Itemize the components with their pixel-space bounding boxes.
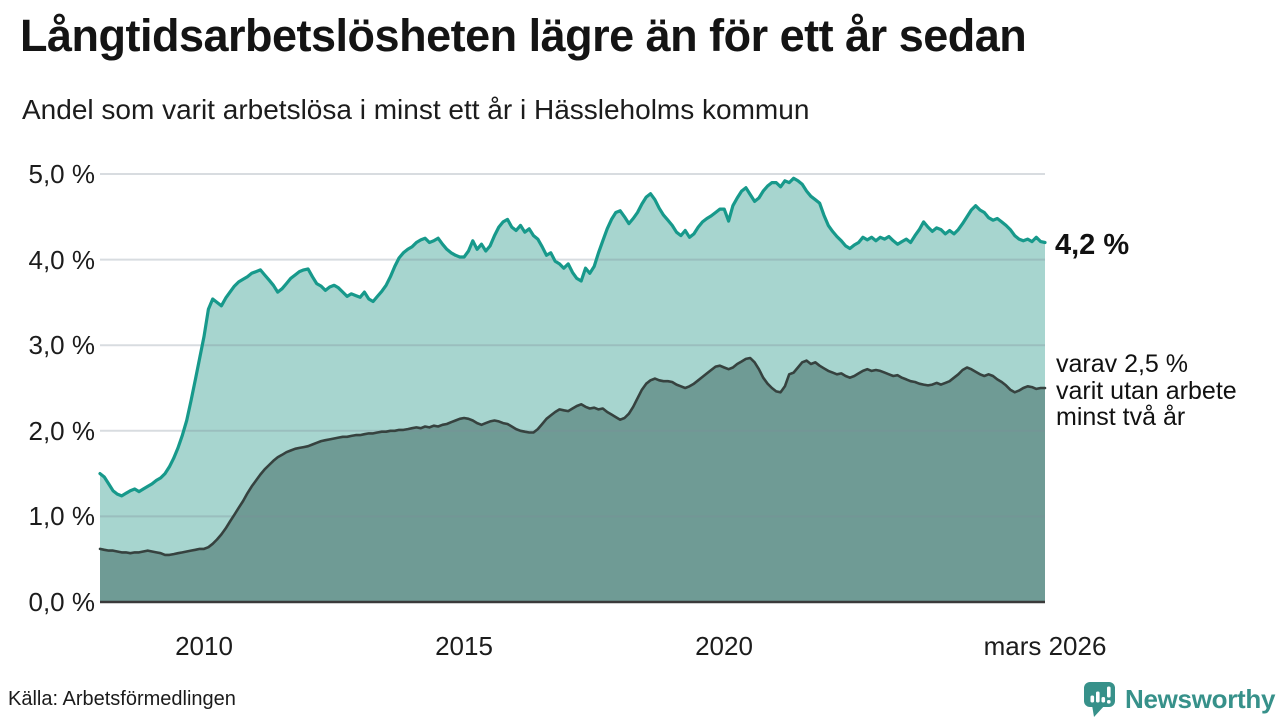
x-tick-label: 2015 <box>435 631 493 661</box>
y-tick-label: 0,0 % <box>28 587 96 617</box>
source-note: Källa: Arbetsförmedlingen <box>8 688 236 710</box>
newsworthy-logo: Newsworthy <box>1083 681 1275 718</box>
y-tick-label: 1,0 % <box>28 501 96 531</box>
y-tick-label: 5,0 % <box>28 159 96 189</box>
y-tick-label: 3,0 % <box>28 330 96 360</box>
series-line-1 <box>98 356 1047 557</box>
page-subtitle: Andel som varit arbetslösa i minst ett å… <box>22 94 810 125</box>
newsworthy-logo-text: Newsworthy <box>1125 684 1276 714</box>
annotation-latest-total: 4,2 % <box>1055 229 1130 261</box>
annotation-latest-two-years: varav 2,5 % varit utan arbete minst två … <box>1056 350 1237 431</box>
newsworthy-logo-icon <box>1084 682 1115 717</box>
series-area-1 <box>100 358 1045 602</box>
y-tick-label: 2,0 % <box>28 416 96 446</box>
x-tick-label: 2020 <box>695 631 753 661</box>
x-tick-label: 2010 <box>175 631 233 661</box>
series-line-0 <box>98 176 1047 498</box>
x-tick-label: mars 2026 <box>983 631 1107 661</box>
y-tick-label: 4,0 % <box>28 245 96 275</box>
page-title: Långtidsarbetslösheten lägre än för ett … <box>20 10 1027 61</box>
